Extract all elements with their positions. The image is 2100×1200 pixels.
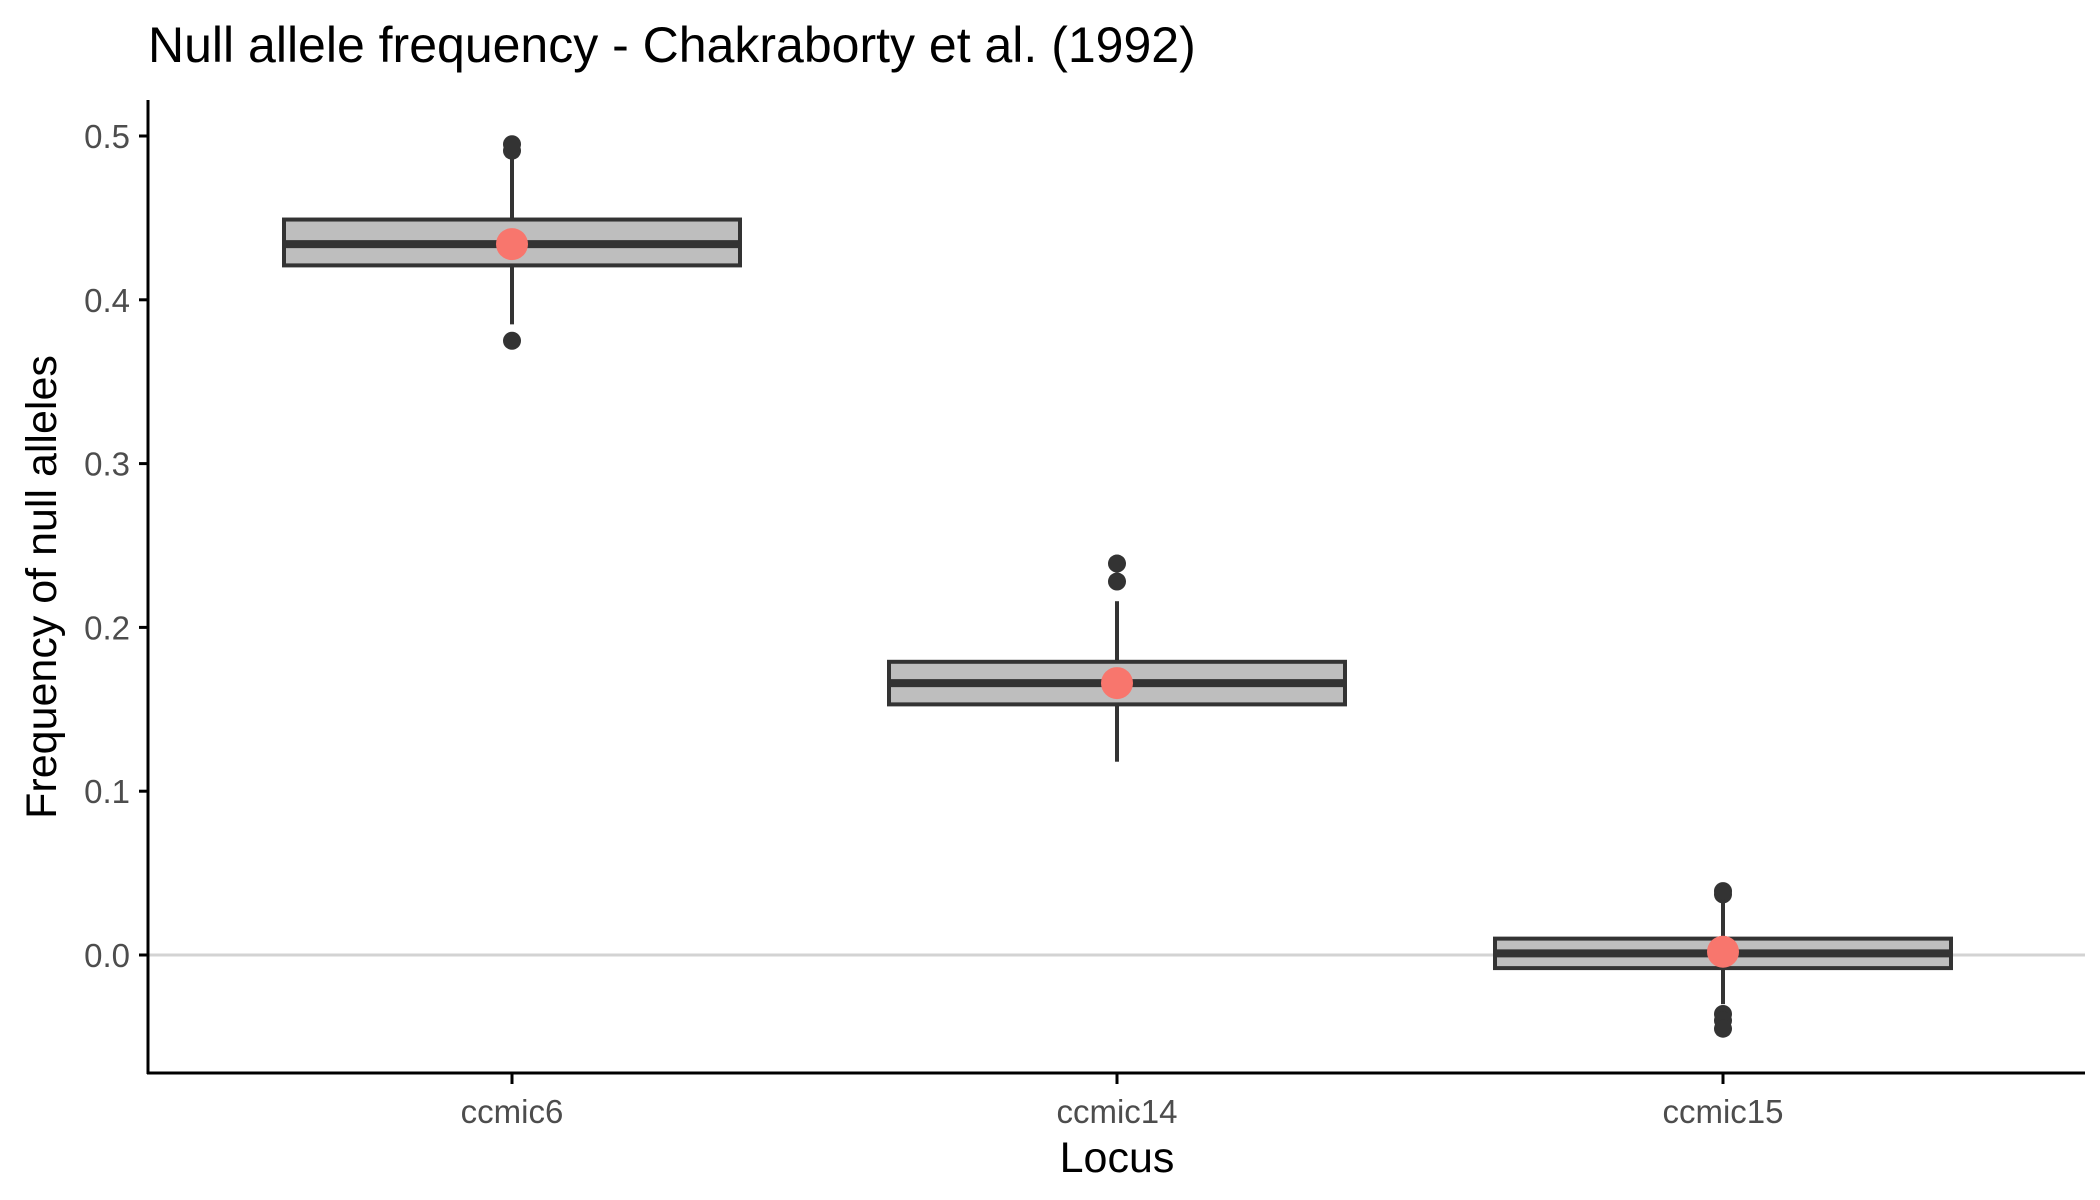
y-tick-label: 0.5 [84, 118, 130, 155]
y-tick-label: 0.2 [84, 609, 130, 646]
box-ccmic15 [1493, 882, 1953, 1038]
x-axis-ticks: ccmic6 ccmic14 ccmic15 [461, 1074, 1784, 1130]
outlier-point [503, 331, 521, 350]
box-ccmic14 [887, 554, 1347, 762]
chart-title: Null allele frequency - Chakraborty et a… [148, 17, 1196, 73]
x-tick-label: ccmic15 [1662, 1093, 1783, 1130]
outlier-point [1714, 1019, 1732, 1038]
mean-point [1707, 935, 1739, 968]
mean-point [1101, 667, 1133, 700]
outlier-point [1108, 572, 1126, 591]
y-tick-label: 0.1 [84, 773, 130, 810]
x-tick-label: ccmic14 [1056, 1093, 1177, 1130]
outlier-point [1714, 882, 1732, 901]
outlier-point [503, 135, 521, 154]
x-axis-title: Locus [1060, 1134, 1175, 1182]
mean-point [496, 228, 528, 261]
plot-area [148, 135, 2085, 1038]
y-axis-title: Frequency of null alleles [18, 355, 66, 819]
y-tick-label: 0.3 [84, 446, 130, 483]
y-axis-ticks: 0.0 0.1 0.2 0.3 0.4 0.5 [84, 118, 148, 974]
boxes-layer [282, 135, 1953, 1038]
box-ccmic6 [282, 135, 742, 350]
y-tick-label: 0.0 [84, 937, 130, 974]
y-tick-label: 0.4 [84, 282, 130, 319]
x-tick-label: ccmic6 [461, 1093, 564, 1130]
outlier-point [1108, 554, 1126, 573]
